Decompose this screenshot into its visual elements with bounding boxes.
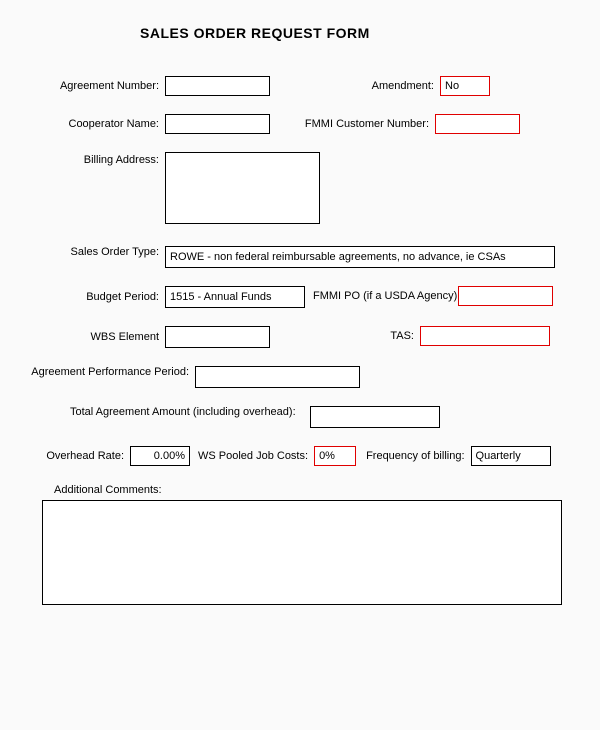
overhead-rate-label: Overhead Rate: [30,450,130,462]
fmmi-customer-number-label: FMMI Customer Number: [290,118,435,130]
billing-address-input[interactable] [165,152,320,224]
row-billing-address: Billing Address: [30,152,570,224]
frequency-of-billing-input[interactable] [471,446,551,466]
agreement-performance-period-input[interactable] [195,366,360,388]
row-budget-fmmipo: Budget Period: FMMI PO (if a USDA Agency… [30,286,570,308]
frequency-of-billing-label: Frequency of billing: [366,450,470,462]
agreement-number-input[interactable] [165,76,270,96]
row-total-agreement-amount: Total Agreement Amount (including overhe… [30,406,570,428]
row-performance-period: Agreement Performance Period: [30,366,570,388]
fmmi-po-input[interactable] [458,286,553,306]
wbs-element-input[interactable] [165,326,270,348]
total-agreement-amount-label: Total Agreement Amount (including overhe… [30,406,310,418]
overhead-rate-input[interactable] [130,446,190,466]
amendment-label: Amendment: [360,80,440,92]
fmmi-customer-number-input[interactable] [435,114,520,134]
ws-pooled-job-costs-label: WS Pooled Job Costs: [198,450,314,462]
row-sales-order-type: Sales Order Type: [30,246,570,268]
fmmi-po-label: FMMI PO (if a USDA Agency): [313,290,458,302]
agreement-number-label: Agreement Number: [30,80,165,92]
cooperator-name-label: Cooperator Name: [30,118,165,130]
form-title: SALES ORDER REQUEST FORM [140,25,570,41]
wbs-element-label: WBS Element [30,331,165,343]
row-agreement-amendment: Agreement Number: Amendment: [30,76,570,96]
budget-period-input[interactable] [165,286,305,308]
ws-pooled-job-costs-input[interactable] [314,446,356,466]
budget-period-label: Budget Period: [30,291,165,303]
sales-order-type-input[interactable] [165,246,555,268]
tas-label: TAS: [380,330,420,342]
agreement-performance-period-label: Agreement Performance Period: [30,366,195,378]
row-overhead-pooled-freq: Overhead Rate: WS Pooled Job Costs: Freq… [30,446,570,466]
row-cooperator-fmmi: Cooperator Name: FMMI Customer Number: [30,114,570,134]
additional-comments-input[interactable] [42,500,562,605]
total-agreement-amount-input[interactable] [310,406,440,428]
additional-comments-label: Additional Comments: [54,484,570,496]
tas-input[interactable] [420,326,550,346]
sales-order-type-label: Sales Order Type: [30,246,165,258]
cooperator-name-input[interactable] [165,114,270,134]
amendment-input[interactable] [440,76,490,96]
billing-address-label: Billing Address: [30,152,165,166]
row-wbs-tas: WBS Element TAS: [30,326,570,348]
